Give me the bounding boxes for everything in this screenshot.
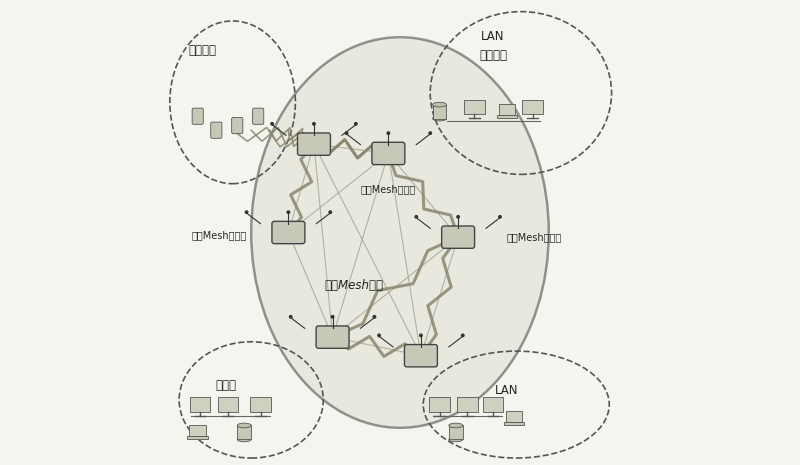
Circle shape [457,216,459,218]
Bar [482,397,503,412]
Bar [464,100,485,114]
Bar [250,397,270,412]
FancyBboxPatch shape [232,118,243,133]
Text: 无线Mesh网络: 无线Mesh网络 [324,279,383,292]
Text: LAN: LAN [482,30,505,43]
Ellipse shape [238,423,251,428]
Bar [449,425,462,439]
Bar [457,397,478,412]
Bar [498,104,515,115]
Text: 无线Mesh路由器: 无线Mesh路由器 [507,232,562,242]
Bar [497,115,517,118]
Circle shape [246,211,248,213]
FancyBboxPatch shape [253,108,264,124]
FancyBboxPatch shape [442,226,474,248]
Bar [187,436,208,439]
FancyBboxPatch shape [405,345,438,367]
Text: 无线Mesh路由器: 无线Mesh路由器 [191,230,246,240]
Ellipse shape [433,116,446,121]
Circle shape [271,123,274,125]
Bar [430,397,450,412]
Bar [190,425,206,436]
Circle shape [387,132,390,134]
Circle shape [462,334,464,337]
Bar [433,105,446,119]
Circle shape [429,132,431,134]
Circle shape [331,316,334,318]
Bar [504,422,524,425]
Ellipse shape [251,37,549,428]
Circle shape [354,123,357,125]
Ellipse shape [449,437,462,442]
Ellipse shape [449,423,462,428]
Circle shape [290,316,292,318]
Circle shape [498,216,502,218]
FancyBboxPatch shape [316,326,349,348]
Ellipse shape [433,102,446,107]
Circle shape [287,211,290,213]
FancyBboxPatch shape [210,122,222,138]
Circle shape [415,216,418,218]
Bar [190,397,210,412]
Circle shape [420,334,422,337]
Bar [522,100,542,114]
Bar [218,397,238,412]
Text: 用户节点: 用户节点 [479,49,507,62]
FancyBboxPatch shape [298,133,330,155]
FancyBboxPatch shape [272,221,305,244]
Text: 无线Mesh路由器: 无线Mesh路由器 [361,184,416,194]
Ellipse shape [238,437,251,442]
Bar [506,411,522,422]
FancyBboxPatch shape [192,108,203,124]
Circle shape [373,316,376,318]
Text: 以太网: 以太网 [215,379,236,392]
Text: LAN: LAN [495,384,518,397]
Circle shape [346,132,348,134]
Circle shape [313,123,315,125]
Text: 用户节点: 用户节点 [188,44,216,57]
Circle shape [378,334,380,337]
FancyBboxPatch shape [372,142,405,165]
Bar [238,425,251,439]
Circle shape [329,211,331,213]
